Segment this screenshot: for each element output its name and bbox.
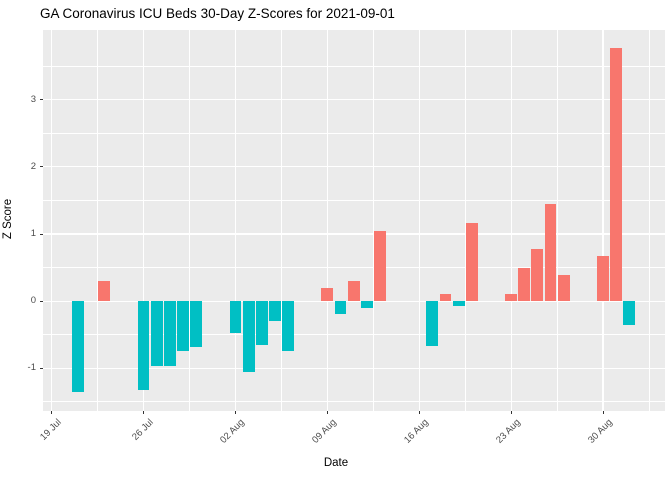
x-tick-label: 26 Jul [129,417,156,443]
minor-gridline-v [373,30,374,411]
y-tick-label: 0 [30,295,36,307]
minor-gridline-v [648,30,650,411]
major-gridline-h [42,300,665,302]
x-tick-label: 09 Aug [310,417,340,446]
bar [190,301,202,347]
bar [98,280,111,302]
bar [544,203,557,302]
major-gridline-v [234,30,237,411]
x-axis-title: Date [323,457,349,469]
minor-gridline-v [189,30,190,411]
x-tick-mark [602,411,604,414]
bar [505,293,518,302]
minor-gridline-h [42,200,665,201]
y-tick-mark [39,367,43,369]
minor-gridline-h [42,334,665,335]
x-tick-mark [510,411,512,414]
chart-title: GA Coronavirus ICU Beds 30-Day Z-Scores … [40,6,395,21]
minor-gridline-h [42,65,665,67]
x-tick-mark [51,411,53,414]
minor-gridline-v [556,30,558,411]
major-gridline-h [42,233,665,235]
minor-gridline-h [42,401,665,403]
bar [137,301,150,391]
y-tick-mark [39,166,43,168]
bar [360,301,373,308]
bar [465,223,478,302]
major-gridline-h [42,99,665,101]
bar [452,301,465,307]
minor-gridline-v [97,30,98,411]
bar [163,301,176,366]
major-gridline-v [326,30,328,411]
x-tick-mark [143,411,145,414]
bar [623,301,636,326]
bar [229,301,242,334]
x-tick-label: 30 Aug [586,417,615,446]
major-gridline-v [602,30,604,411]
y-tick-mark [39,99,43,101]
bar [347,280,360,302]
bar [268,301,281,321]
major-gridline-v [142,30,145,411]
x-tick-mark [234,411,237,414]
bar [150,301,163,366]
bar [597,256,609,302]
bar [373,230,386,302]
y-tick-label: 1 [30,228,36,239]
bar [177,301,189,352]
y-tick-label: 2 [30,160,36,172]
x-tick-mark [326,411,328,414]
x-tick-label: 23 Aug [494,417,523,446]
bar [334,301,347,314]
bar [610,48,623,302]
plot-panel [42,30,665,411]
minor-gridline-v [281,30,282,411]
y-tick-label: 3 [30,93,36,105]
minor-gridline-v [464,30,466,411]
bar [531,248,544,302]
x-tick-label: 02 Aug [218,417,248,446]
y-tick-label: -1 [27,362,36,374]
bar [72,301,84,392]
bar [426,301,439,347]
y-tick-mark [39,300,43,302]
x-tick-label: 19 Jul [37,417,64,443]
bar [242,301,255,372]
bar [518,267,531,302]
bar [282,301,294,352]
bar [321,288,334,302]
major-gridline-h [42,367,665,369]
major-gridline-v [418,30,420,411]
bar [255,301,268,345]
minor-gridline-h [42,133,665,134]
major-gridline-v [510,30,512,411]
major-gridline-h [42,166,665,168]
minor-gridline-h [42,267,665,268]
x-tick-mark [418,411,420,414]
x-tick-label: 16 Aug [402,417,432,446]
y-axis-title: Z Score [2,198,14,240]
bar [557,274,570,302]
y-tick-mark [39,233,43,235]
bar [439,293,452,302]
major-gridline-v [51,30,53,411]
